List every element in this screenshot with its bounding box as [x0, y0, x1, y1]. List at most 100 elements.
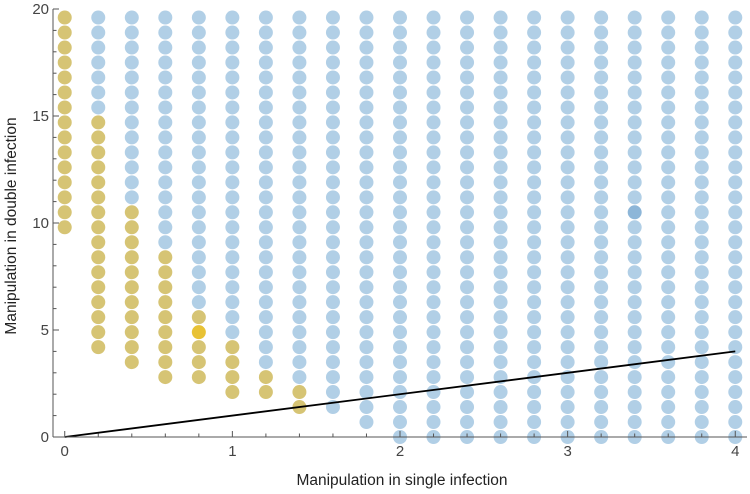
data-point-yellow: [91, 280, 106, 295]
data-point-yellow: [57, 70, 72, 85]
data-point-blue: [627, 130, 642, 145]
data-point-blue: [661, 70, 676, 85]
data-point-blue: [292, 190, 307, 205]
data-point-blue: [359, 235, 374, 250]
data-point-blue: [560, 340, 575, 355]
data-point-yellow: [158, 310, 173, 325]
data-point-blue: [527, 25, 542, 40]
data-point-blue: [694, 160, 709, 175]
data-point-blue: [493, 25, 508, 40]
data-point-blue: [292, 355, 307, 370]
data-point-blue: [191, 145, 206, 160]
data-point-yellow: [91, 175, 106, 190]
data-point-yellow: [124, 250, 139, 265]
data-point-yellow: [57, 160, 72, 175]
data-point-yellow: [158, 355, 173, 370]
data-point-blue: [258, 130, 273, 145]
data-point-yellow: [91, 115, 106, 130]
data-point-blue: [661, 310, 676, 325]
data-point-blue: [661, 160, 676, 175]
data-point-blue: [426, 145, 441, 160]
data-point-blue: [225, 175, 240, 190]
data-point-blue: [661, 235, 676, 250]
data-point-blue: [694, 205, 709, 220]
x-tick-label: 4: [731, 443, 739, 460]
data-point-blue: [560, 115, 575, 130]
data-point-blue: [426, 295, 441, 310]
data-point-blue: [225, 10, 240, 25]
data-point-blue: [158, 220, 173, 235]
data-point-blue: [191, 160, 206, 175]
data-point-blue: [728, 400, 743, 415]
data-point-blue: [694, 175, 709, 190]
data-point-blue: [393, 280, 407, 295]
data-point-blue: [661, 325, 676, 340]
data-point-blue: [393, 160, 407, 175]
data-point-blue: [325, 385, 340, 400]
data-point-blue: [661, 340, 676, 355]
data-point-blue: [191, 205, 206, 220]
data-point-blue: [225, 220, 240, 235]
data-point-blue: [292, 175, 307, 190]
data-point-yellow: [57, 130, 72, 145]
data-point-blue: [393, 265, 407, 280]
data-point-blue: [225, 55, 240, 70]
data-point-blue: [661, 40, 676, 55]
data-point-blue: [527, 265, 542, 280]
data-point-yellow: [91, 190, 106, 205]
data-point-blue: [527, 385, 542, 400]
data-point-blue: [258, 115, 273, 130]
data-point-blue: [91, 55, 106, 70]
y-tick-label: 20: [32, 1, 49, 18]
data-point-blue: [426, 325, 441, 340]
data-point-blue: [359, 265, 374, 280]
data-point-yellow: [292, 385, 307, 400]
data-point-blue: [661, 205, 676, 220]
data-point-blue: [560, 235, 575, 250]
data-point-blue: [426, 55, 441, 70]
data-point-blue: [359, 355, 374, 370]
data-point-yellow: [91, 130, 106, 145]
data-point-blue: [661, 190, 676, 205]
y-tick-label: 15: [32, 108, 49, 125]
data-point-blue: [258, 160, 273, 175]
data-point-blue: [191, 25, 206, 40]
data-point-blue: [728, 55, 743, 70]
data-point-blue: [661, 85, 676, 100]
data-point-blue: [325, 340, 340, 355]
data-point-blue: [560, 145, 575, 160]
data-point-blue: [460, 130, 475, 145]
data-point-blue: [661, 370, 676, 385]
data-point-blue: [359, 160, 374, 175]
data-point-blue: [325, 355, 340, 370]
data-point-blue: [728, 175, 743, 190]
data-point-blue: [325, 130, 340, 145]
data-point-blue: [426, 235, 441, 250]
data-point-blue: [527, 325, 542, 340]
data-point-blue: [594, 115, 609, 130]
data-point-blue: [325, 250, 340, 265]
data-point-blue: [694, 220, 709, 235]
data-point-blue: [627, 220, 642, 235]
data-point-blue: [258, 10, 273, 25]
data-point-blue: [560, 385, 575, 400]
data-point-blue: [426, 25, 441, 40]
data-point-blue: [124, 100, 139, 115]
data-point-blue: [325, 85, 340, 100]
data-point-yellow: [158, 280, 173, 295]
x-tick-label: 0: [61, 443, 69, 460]
y-tick-label: 5: [41, 322, 49, 339]
data-point-yellow: [158, 250, 173, 265]
data-point-blue: [527, 130, 542, 145]
data-point-blue: [560, 190, 575, 205]
data-point-yellow: [124, 295, 139, 310]
data-point-blue: [393, 235, 407, 250]
data-point-blue: [560, 70, 575, 85]
data-point-blue: [225, 160, 240, 175]
data-point-blue: [627, 205, 642, 220]
data-point-blue: [694, 10, 709, 25]
data-point-blue: [158, 10, 173, 25]
data-point-blue: [426, 385, 441, 400]
data-point-blue: [460, 85, 475, 100]
data-point-blue: [560, 220, 575, 235]
